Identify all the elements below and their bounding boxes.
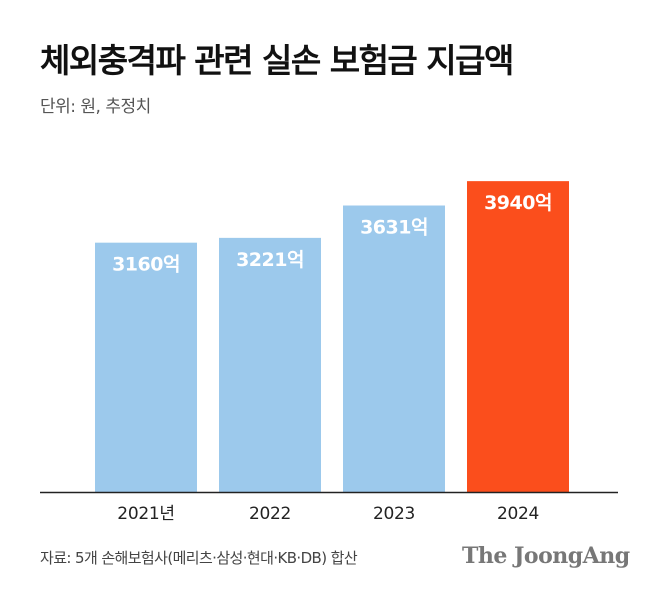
bar-0 [95,242,197,492]
bar-2 [343,205,445,492]
data-label-3: 3940억 [484,192,552,214]
x-tick-label-2: 2023 [373,504,415,524]
source-note: 자료: 5개 손해보험사(메리츠·삼성·현대·KB·DB) 합산 [40,549,358,567]
brand-logo: The JoongAng [462,543,630,569]
data-label-0: 3160억 [112,254,180,276]
bar-3 [467,181,569,492]
x-tick-label-1: 2022 [249,504,291,524]
chart-title: 체외충격파 관련 실손 보험금 지급액 [40,41,514,80]
unit-note: 단위: 원, 추정치 [40,97,151,117]
bar-1 [219,237,321,492]
data-label-2: 3631억 [360,217,428,239]
data-label-1: 3221억 [236,249,304,271]
bar-chart: 3160억 2021년 3221억 2022 3631억 2023 3940억 2024 [40,181,618,524]
x-tick-label-0: 2021년 [117,504,174,524]
x-tick-label-3: 2024 [497,504,539,524]
